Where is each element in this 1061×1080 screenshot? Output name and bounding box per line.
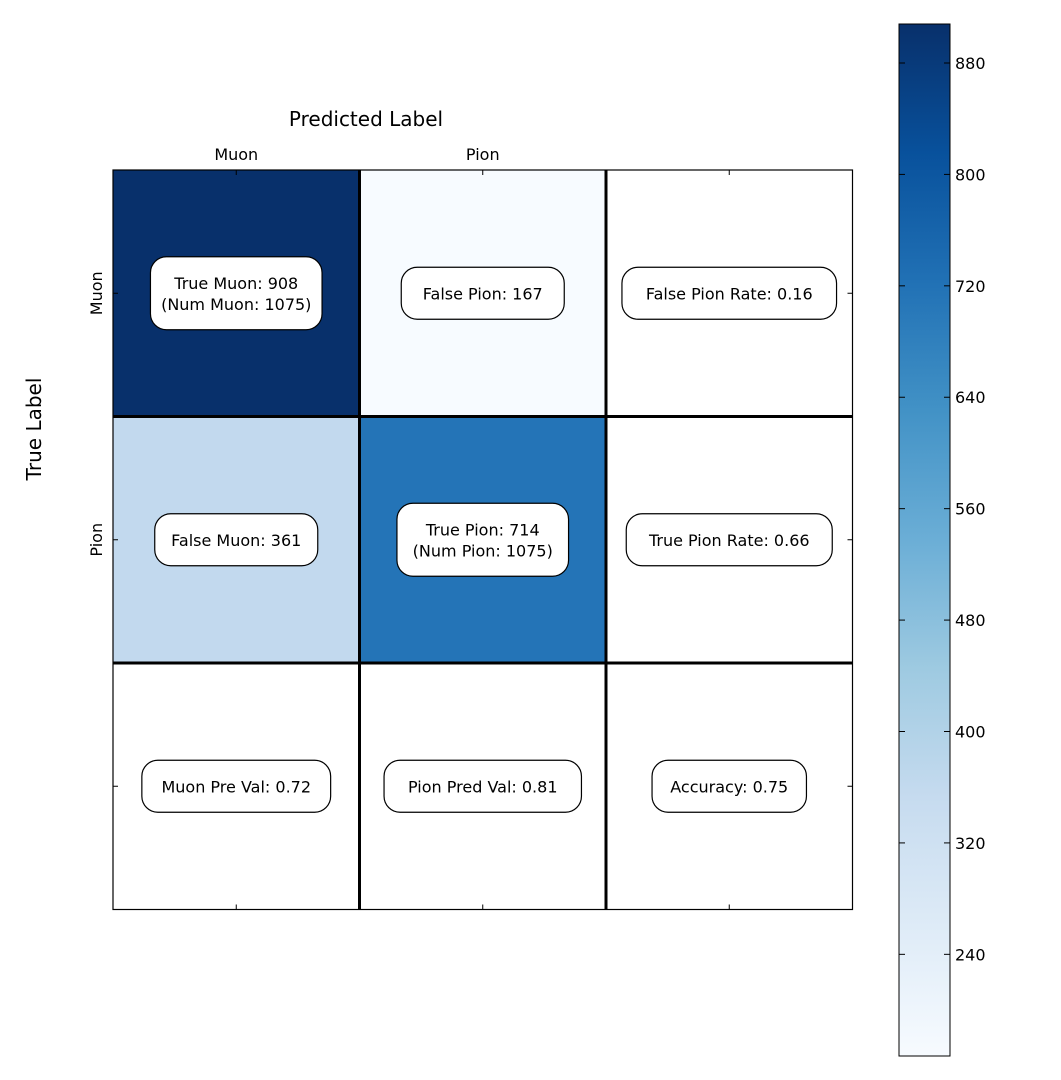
colorbar-tick-label: 640 bbox=[955, 388, 986, 407]
annotation-text: Pion Pred Val: 0.81 bbox=[408, 777, 558, 796]
annotation-box bbox=[621, 266, 838, 320]
annotation-text: (Num Pion: 1075) bbox=[413, 541, 553, 560]
annotation-text: True Muon: 908 bbox=[173, 274, 298, 293]
annotation-text: False Pion Rate: 0.16 bbox=[646, 284, 813, 303]
colorbar-tick-label: 240 bbox=[955, 945, 986, 964]
cell-annotation: True Pion: 714 (Num Pion: 1075) bbox=[396, 502, 570, 577]
colorbar-tick-label: 560 bbox=[955, 500, 986, 519]
annotation-text: Muon Pre Val: 0.72 bbox=[161, 777, 311, 796]
annotation-text: True Pion Rate: 0.66 bbox=[648, 531, 810, 550]
annotation-text: False Muon: 361 bbox=[171, 531, 301, 550]
axis-ticks: Muon Muon Pion Pion bbox=[87, 145, 853, 910]
x-axis-title: Predicted Label bbox=[289, 107, 443, 131]
annotation-text: False Pion: 167 bbox=[423, 284, 543, 303]
annotation-box bbox=[625, 513, 833, 567]
annotation-text: True Pion: 714 bbox=[425, 520, 540, 539]
x-tick-label: Muon bbox=[214, 145, 258, 164]
colorbar: 240 320 400 480 560 640 720 800 880 bbox=[898, 23, 986, 1057]
colorbar-tick-label: 480 bbox=[955, 611, 986, 630]
annotation-text: (Num Muon: 1075) bbox=[161, 295, 311, 314]
annotation-box bbox=[149, 256, 323, 331]
y-axis-title: True Label bbox=[22, 378, 46, 482]
colorbar-tick-label: 320 bbox=[955, 834, 986, 853]
x-tick-label: Pion bbox=[466, 145, 500, 164]
annotation-box bbox=[396, 502, 570, 577]
cell-annotation: False Muon: 361 bbox=[154, 513, 319, 567]
annotation-box bbox=[651, 759, 808, 813]
colorbar-tick-label: 720 bbox=[955, 277, 986, 296]
cell-annotation: True Muon: 908 (Num Muon: 1075) bbox=[149, 256, 323, 331]
cell-annotation: Accuracy: 0.75 bbox=[651, 759, 808, 813]
colorbar-gradient bbox=[898, 23, 951, 1057]
colorbar-ticks: 240 320 400 480 560 640 720 800 880 bbox=[899, 54, 986, 964]
y-tick-label: Muon bbox=[87, 271, 106, 315]
colorbar-tick-label: 400 bbox=[955, 722, 986, 741]
cell-annotation: Muon Pre Val: 0.72 bbox=[141, 759, 332, 813]
annotation-box bbox=[383, 759, 583, 813]
colorbar-tick-label: 800 bbox=[955, 165, 986, 184]
annotation-text: Accuracy: 0.75 bbox=[670, 777, 788, 796]
annotation-box bbox=[141, 759, 332, 813]
cell-annotation: False Pion Rate: 0.16 bbox=[621, 266, 838, 320]
annotation-box bbox=[400, 266, 565, 320]
cell-annotation: Pion Pred Val: 0.81 bbox=[383, 759, 583, 813]
cell-annotations: True Muon: 908 (Num Muon: 1075) False Pion… bbox=[141, 256, 838, 813]
cell-annotation: True Pion Rate: 0.66 bbox=[625, 513, 833, 567]
y-tick-label: Pion bbox=[87, 523, 106, 557]
cell-annotation: False Pion: 167 bbox=[400, 266, 565, 320]
colorbar-tick-label: 880 bbox=[955, 54, 986, 73]
annotation-box bbox=[154, 513, 319, 567]
